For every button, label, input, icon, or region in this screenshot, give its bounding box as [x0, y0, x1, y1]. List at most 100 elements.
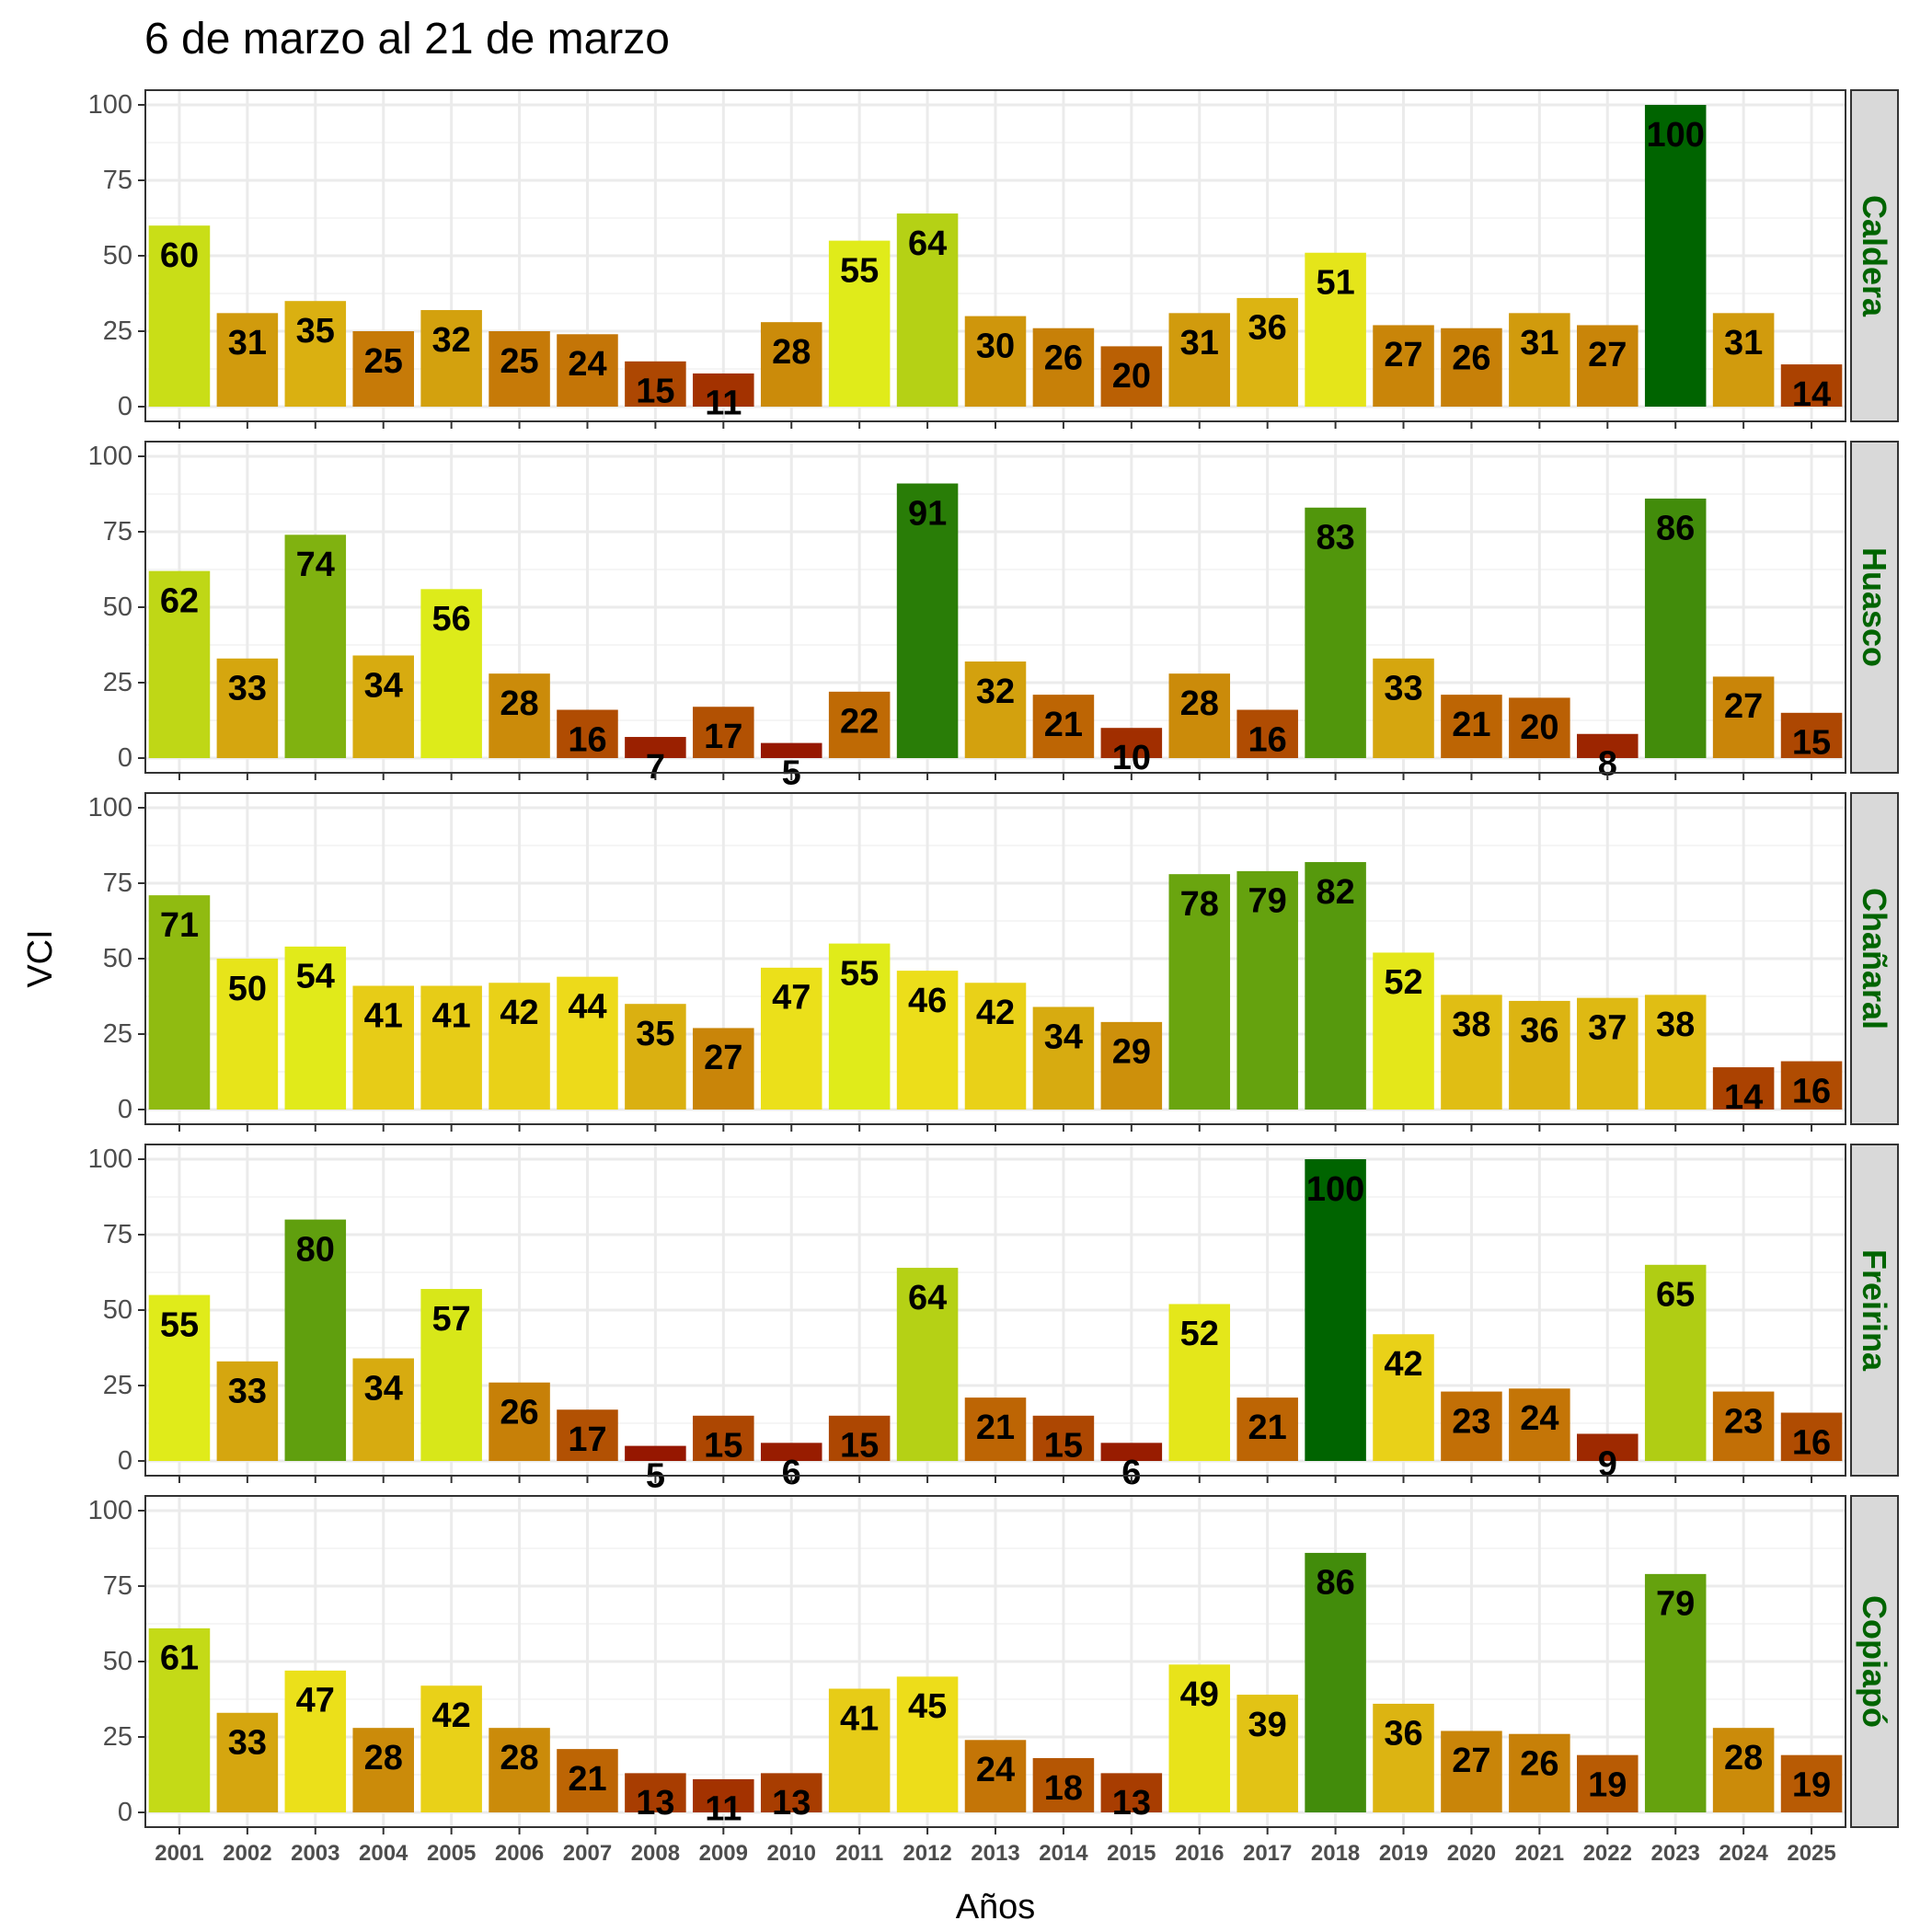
x-tick-label-2020: 2020: [1447, 1841, 1496, 1866]
x-tick-label-2008: 2008: [631, 1841, 680, 1866]
bar-chanaral-2001: [148, 895, 211, 1110]
bar-freirina-2015: [1100, 1443, 1163, 1461]
bar-label-freirina-2019: 42: [1384, 1345, 1422, 1384]
bar-label-copiapo-2008: 13: [636, 1784, 674, 1823]
bar-label-chanaral-2012: 46: [908, 982, 947, 1020]
bar-copiapo-2025: [1780, 1754, 1843, 1812]
bar-label-caldera-2009: 11: [705, 385, 742, 423]
bar-label-chanaral-2024: 14: [1724, 1078, 1763, 1117]
bar-freirina-2012: [896, 1268, 959, 1461]
bar-copiapo-2011: [828, 1688, 891, 1812]
x-tick-label-2009: 2009: [699, 1841, 748, 1866]
bar-label-caldera-2021: 31: [1520, 324, 1558, 362]
bar-huasco-2019: [1373, 658, 1434, 758]
bar-caldera-2001: [148, 225, 211, 407]
bar-label-freirina-2004: 34: [364, 1369, 403, 1408]
bar-label-chanaral-2013: 42: [976, 994, 1015, 1032]
bar-label-huasco-2016: 28: [1180, 684, 1219, 723]
bar-copiapo-2019: [1373, 1703, 1434, 1812]
bar-huasco-2025: [1780, 712, 1843, 758]
bar-freirina-2020: [1441, 1391, 1502, 1461]
bar-freirina-2021: [1509, 1388, 1570, 1461]
bar-freirina-2024: [1712, 1391, 1775, 1461]
bar-chanaral-2006: [489, 983, 550, 1110]
bar-label-chanaral-2023: 38: [1656, 1006, 1695, 1044]
bar-caldera-2005: [420, 310, 482, 407]
bar-label-copiapo-2002: 33: [228, 1724, 267, 1763]
bar-label-chanaral-2020: 38: [1452, 1006, 1490, 1044]
bar-label-chanaral-2003: 54: [296, 958, 335, 996]
bar-freirina-2008: [625, 1445, 686, 1461]
bar-label-caldera-2015: 20: [1112, 357, 1151, 396]
bar-label-huasco-2013: 32: [976, 673, 1015, 711]
bar-copiapo-2022: [1577, 1754, 1639, 1812]
bar-label-freirina-2011: 15: [840, 1427, 879, 1466]
bar-label-huasco-2020: 21: [1452, 706, 1490, 744]
x-tick-label-2014: 2014: [1039, 1841, 1088, 1866]
x-axis: 2001 2002 2003 2004 2005 2006 2007 2008 2009 2010…: [155, 1841, 1835, 1866]
bar-label-chanaral-2015: 29: [1112, 1033, 1151, 1072]
bar-copiapo-2016: [1168, 1664, 1231, 1812]
bar-label-freirina-2002: 33: [228, 1373, 267, 1411]
bar-caldera-2009: [693, 373, 754, 407]
bar-caldera-2024: [1712, 313, 1775, 407]
bar-freirina-2001: [148, 1294, 211, 1461]
bar-huasco-2003: [284, 535, 347, 758]
bar-label-huasco-2014: 21: [1044, 706, 1083, 744]
bar-copiapo-2005: [420, 1685, 482, 1812]
y-tick-label: 50: [103, 241, 132, 270]
bar-caldera-2023: [1644, 105, 1707, 407]
bar-label-freirina-2012: 64: [908, 1279, 947, 1317]
bar-label-chanaral-2005: 41: [431, 996, 470, 1035]
y-tick-label: 25: [103, 1371, 132, 1400]
bar-freirina-2025: [1780, 1412, 1843, 1461]
bar-label-freirina-2017: 21: [1248, 1409, 1287, 1447]
bar-label-huasco-2004: 34: [364, 666, 403, 705]
bar-caldera-2025: [1780, 364, 1843, 407]
bar-label-chanaral-2004: 41: [364, 996, 403, 1035]
bar-label-freirina-2010: 6: [782, 1454, 801, 1492]
bar-label-chanaral-2007: 44: [568, 987, 606, 1026]
bar-huasco-2005: [420, 589, 482, 758]
bar-huasco-2006: [489, 673, 550, 758]
bar-chanaral-2017: [1236, 870, 1298, 1110]
x-tick-label-2022: 2022: [1583, 1841, 1632, 1866]
y-tick-label: 0: [118, 1446, 132, 1476]
y-tick-label: 0: [118, 1798, 132, 1827]
bar-caldera-2008: [625, 361, 686, 407]
bar-label-freirina-2020: 23: [1452, 1402, 1490, 1441]
bar-chanaral-2025: [1780, 1061, 1843, 1110]
bar-copiapo-2024: [1712, 1728, 1775, 1812]
y-tick-label: 50: [103, 944, 132, 973]
strip-label-huasco: Huasco: [1856, 547, 1893, 667]
bar-label-huasco-2017: 16: [1248, 720, 1287, 759]
bar-label-caldera-2005: 32: [431, 321, 470, 360]
bar-huasco-2007: [557, 709, 618, 758]
bar-huasco-2011: [828, 691, 891, 758]
bar-label-freirina-2006: 26: [500, 1394, 538, 1432]
y-tick-label: 25: [103, 1019, 132, 1049]
bar-label-freirina-2016: 52: [1180, 1315, 1219, 1353]
strip-copiapo: [1850, 1495, 1899, 1828]
bar-label-copiapo-2020: 27: [1452, 1742, 1490, 1780]
bar-huasco-2018: [1305, 507, 1366, 758]
bar-caldera-2022: [1577, 325, 1639, 407]
bar-label-freirina-2005: 57: [431, 1300, 470, 1339]
bar-chanaral-2020: [1441, 995, 1502, 1110]
bar-copiapo-2006: [489, 1728, 550, 1812]
bar-label-copiapo-2009: 11: [705, 1790, 742, 1829]
bar-label-copiapo-2022: 19: [1588, 1765, 1627, 1804]
bar-label-freirina-2024: 23: [1724, 1402, 1763, 1441]
bar-label-copiapo-2018: 86: [1316, 1564, 1354, 1603]
bar-label-huasco-2008: 7: [646, 748, 665, 787]
bar-label-caldera-2010: 28: [772, 333, 811, 372]
strip-label-caldera: Caldera: [1856, 195, 1893, 317]
bar-chanaral-2016: [1168, 874, 1231, 1110]
bar-chanaral-2013: [964, 983, 1027, 1110]
bar-freirina-2007: [557, 1409, 618, 1461]
bar-freirina-2023: [1644, 1264, 1707, 1461]
bar-label-caldera-2024: 31: [1724, 324, 1763, 362]
bar-freirina-2005: [420, 1289, 482, 1461]
bar-label-caldera-2025: 14: [1792, 375, 1831, 414]
